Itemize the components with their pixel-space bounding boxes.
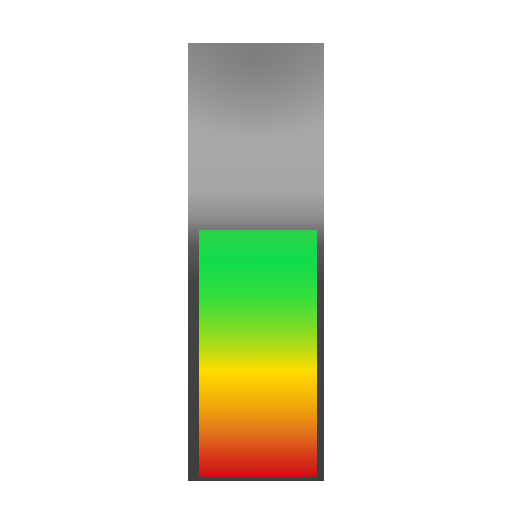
- level-meter: [188, 43, 324, 481]
- level-meter-fill: [199, 229, 317, 477]
- level-meter-track: [199, 43, 317, 477]
